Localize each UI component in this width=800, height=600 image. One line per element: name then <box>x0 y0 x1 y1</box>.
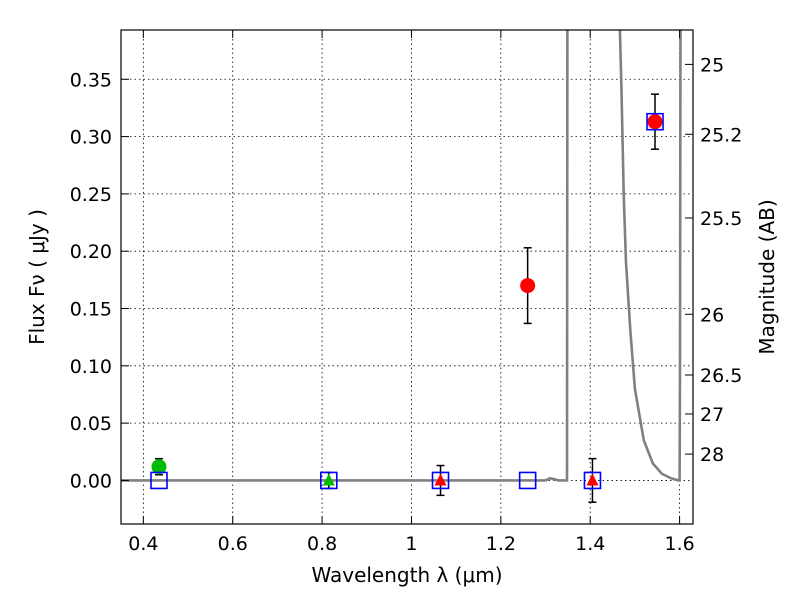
x-tick-label: 1.2 <box>486 533 516 555</box>
y-tick-label: 0.15 <box>70 299 112 321</box>
y2-tick-label: 26 <box>700 304 724 326</box>
square-marker <box>583 471 602 490</box>
plot-frame <box>120 29 694 525</box>
y-tick-label: 0.25 <box>70 184 112 206</box>
y-tick-label: 0.35 <box>70 69 112 91</box>
y2-tick-label: 25.5 <box>700 208 742 230</box>
model-spectrum-line <box>121 30 682 482</box>
y-tick-label: 0.00 <box>70 470 112 492</box>
x-tick-label: 0.4 <box>128 533 158 555</box>
circle-marker <box>151 459 167 475</box>
y2-tick-label: 26.5 <box>700 365 742 387</box>
y-axis-title: Flux Fν ( μJy ) <box>25 209 49 345</box>
x-tick-label: 1.6 <box>664 533 694 555</box>
grid <box>121 30 693 524</box>
triangle-marker <box>434 473 447 486</box>
data-points <box>150 93 664 503</box>
triangle-marker <box>322 473 335 486</box>
x-axis-title: Wavelength λ (μm) <box>311 563 502 587</box>
square-marker <box>431 471 450 490</box>
circle-marker <box>647 114 663 130</box>
axis-ticks: 0.4 0.6 0.8 1 1.2 1.4 1.6 0.00 0.05 0.10 0.15 0.20 0… <box>70 30 742 555</box>
y2-tick-label: 27 <box>700 404 724 426</box>
y2-tick-label: 25 <box>700 54 724 76</box>
x-tick-label: 0.6 <box>218 533 248 555</box>
y2-tick-label: 28 <box>700 444 724 466</box>
square-marker <box>319 471 338 490</box>
y-tick-label: 0.30 <box>70 127 112 149</box>
y2-axis-title: Magnitude (AB) <box>755 199 779 354</box>
y-tick-label: 0.20 <box>70 241 112 263</box>
x-tick-label: 1.4 <box>575 533 605 555</box>
square-marker <box>518 471 537 490</box>
y-tick-label: 0.10 <box>70 356 112 378</box>
y-tick-label: 0.05 <box>70 413 112 435</box>
triangle-marker <box>586 473 599 486</box>
square-marker <box>646 112 664 131</box>
x-tick-label: 0.8 <box>307 533 337 555</box>
y2-tick-label: 25.2 <box>700 124 742 146</box>
x-tick-label: 1 <box>405 533 417 555</box>
model-spectrum <box>121 30 682 482</box>
square-marker <box>150 471 168 490</box>
circle-marker <box>520 278 536 294</box>
